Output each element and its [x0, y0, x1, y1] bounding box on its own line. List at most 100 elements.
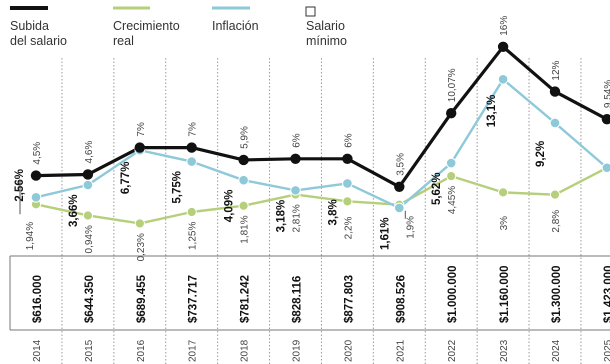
inflation-point: [82, 179, 94, 191]
year-tick-label: 2017: [188, 339, 199, 362]
inflation-label: 13,1%: [486, 95, 498, 128]
minimum-wage-value: $644.350: [84, 275, 96, 323]
salary-increase-label: 4,5%: [32, 142, 43, 165]
inflation-point: [186, 156, 197, 167]
data-labels: 4,5% 4,6% 7% 7% 5,9% 6% 6% 3,5% 10,07% 16% 12% 9,54…: [14, 16, 610, 262]
salary-increase-label: 10,07%: [447, 68, 458, 102]
salary-point: [290, 153, 301, 164]
legend-label-minimum: Salario mínimo: [306, 19, 347, 48]
real-line: [35, 166, 608, 225]
real-point: [446, 171, 457, 182]
salary-point: [549, 86, 561, 97]
real-point: [238, 200, 249, 211]
inflation-point: [394, 202, 405, 214]
series-points: [30, 41, 610, 229]
salary-point: [238, 154, 249, 166]
real-growth-label: 2,8%: [551, 210, 562, 233]
year-tick-label: 2021: [395, 339, 406, 362]
minimum-wage-value: $1.160.000: [499, 265, 511, 323]
salary-increase-label: 9,54%: [603, 80, 610, 108]
minimum-wage-table: $616.000 $644.350 $689.455 $737.717 $781.242…: [9, 255, 610, 331]
salary-increase-label: 7%: [188, 122, 199, 137]
year-tick-label: 2019: [292, 339, 303, 362]
inflation-point: [601, 162, 610, 174]
minimum-wage-value: $737.717: [188, 275, 200, 323]
legend-swatch-minimum: [305, 6, 316, 17]
year-tick-label: 2025: [603, 339, 610, 362]
salary-point: [394, 181, 405, 192]
real-point: [186, 206, 197, 218]
real-point: [134, 218, 145, 229]
real-growth-label: 1,94%: [25, 222, 36, 250]
inflation-label: 5,75%: [172, 171, 184, 204]
real-growth-label: 3%: [499, 216, 510, 231]
real-growth-label: 1,25%: [188, 222, 199, 250]
salary-point: [497, 41, 509, 52]
year-tick-label: 2018: [240, 339, 251, 362]
real-point: [549, 189, 561, 200]
inflation-label: 3,66%: [68, 194, 80, 227]
salary-point: [30, 170, 42, 181]
inflation-label: 5,62%: [431, 172, 443, 205]
inflation-label: 9,2%: [535, 141, 547, 167]
minimum-wage-value: $616.000: [32, 275, 44, 323]
salary-increase-label: 6%: [292, 133, 303, 148]
real-growth-label: 2,81%: [292, 204, 303, 232]
salary-point: [342, 153, 353, 164]
inflation-line: [35, 78, 608, 210]
salary-increase-label: 3,5%: [395, 153, 406, 176]
real-point: [342, 196, 353, 207]
minimum-wage-value: $781.242: [240, 275, 252, 323]
real-growth-label: 1,9%: [405, 216, 416, 239]
year-tick-label: 2015: [84, 339, 95, 362]
inflation-label: 3,8%: [327, 199, 339, 225]
inflation-label: 1,61%: [379, 217, 391, 250]
year-tick-label: 2014: [32, 339, 43, 362]
inflation-label: 6,77%: [120, 162, 132, 195]
real-point: [82, 210, 94, 221]
real-growth-label: 0,23%: [136, 233, 147, 261]
real-growth-label: 2,2%: [343, 216, 354, 239]
inflation-label: 3,18%: [276, 200, 288, 233]
salary-increase-label: 6%: [343, 133, 354, 148]
minimum-wage-value: $689.455: [136, 274, 148, 323]
inflation-point: [342, 178, 353, 189]
legend: Subida del salario Crecimiento real Inflac…: [10, 6, 347, 48]
salary-point: [601, 113, 610, 125]
inflation-point: [549, 117, 561, 129]
salary-increase-label: 7%: [136, 122, 147, 137]
salary-point: [186, 142, 197, 153]
year-tick-label: 2020: [343, 339, 354, 362]
minimum-wage-value: $1.423.000: [603, 265, 610, 323]
real-growth-label: 0,94%: [84, 225, 95, 253]
year-tick-label: 2024: [551, 339, 562, 362]
inflation-point: [238, 174, 249, 186]
legend-label-salary: Subida del salario: [10, 19, 67, 48]
real-growth-label: 1,81%: [240, 215, 251, 243]
real-growth-label: 4,45%: [447, 186, 458, 214]
minimum-wage-value: $877.803: [343, 275, 355, 323]
salary-line: [35, 45, 608, 189]
year-tick-label: 2022: [447, 339, 458, 362]
minimum-wage-value: $1.000.000: [447, 265, 459, 323]
legend-label-inflation: Inflación: [212, 19, 259, 33]
minimum-wage-value: $1.300.000: [551, 265, 563, 323]
inflation-point: [445, 157, 457, 169]
inflation-point: [30, 192, 42, 203]
salary-point: [446, 108, 457, 119]
minimum-wage-value: $908.526: [395, 275, 407, 323]
salary-increase-label: 5,9%: [240, 126, 251, 149]
inflation-point: [290, 185, 301, 196]
series-lines: [35, 45, 608, 225]
salary-point: [134, 142, 145, 153]
salary-increase-label: 4,6%: [84, 141, 95, 164]
salary-increase-label: 12%: [551, 60, 562, 80]
year-tick-label: 2023: [499, 339, 510, 362]
salary-increase-label: 16%: [499, 16, 510, 36]
minimum-wage-value: $828.116: [292, 276, 304, 323]
year-tick-label: 2016: [136, 339, 147, 362]
legend-label-real: Crecimiento real: [113, 19, 180, 48]
salary-point: [82, 169, 94, 180]
inflation-label: 4,09%: [224, 190, 236, 223]
